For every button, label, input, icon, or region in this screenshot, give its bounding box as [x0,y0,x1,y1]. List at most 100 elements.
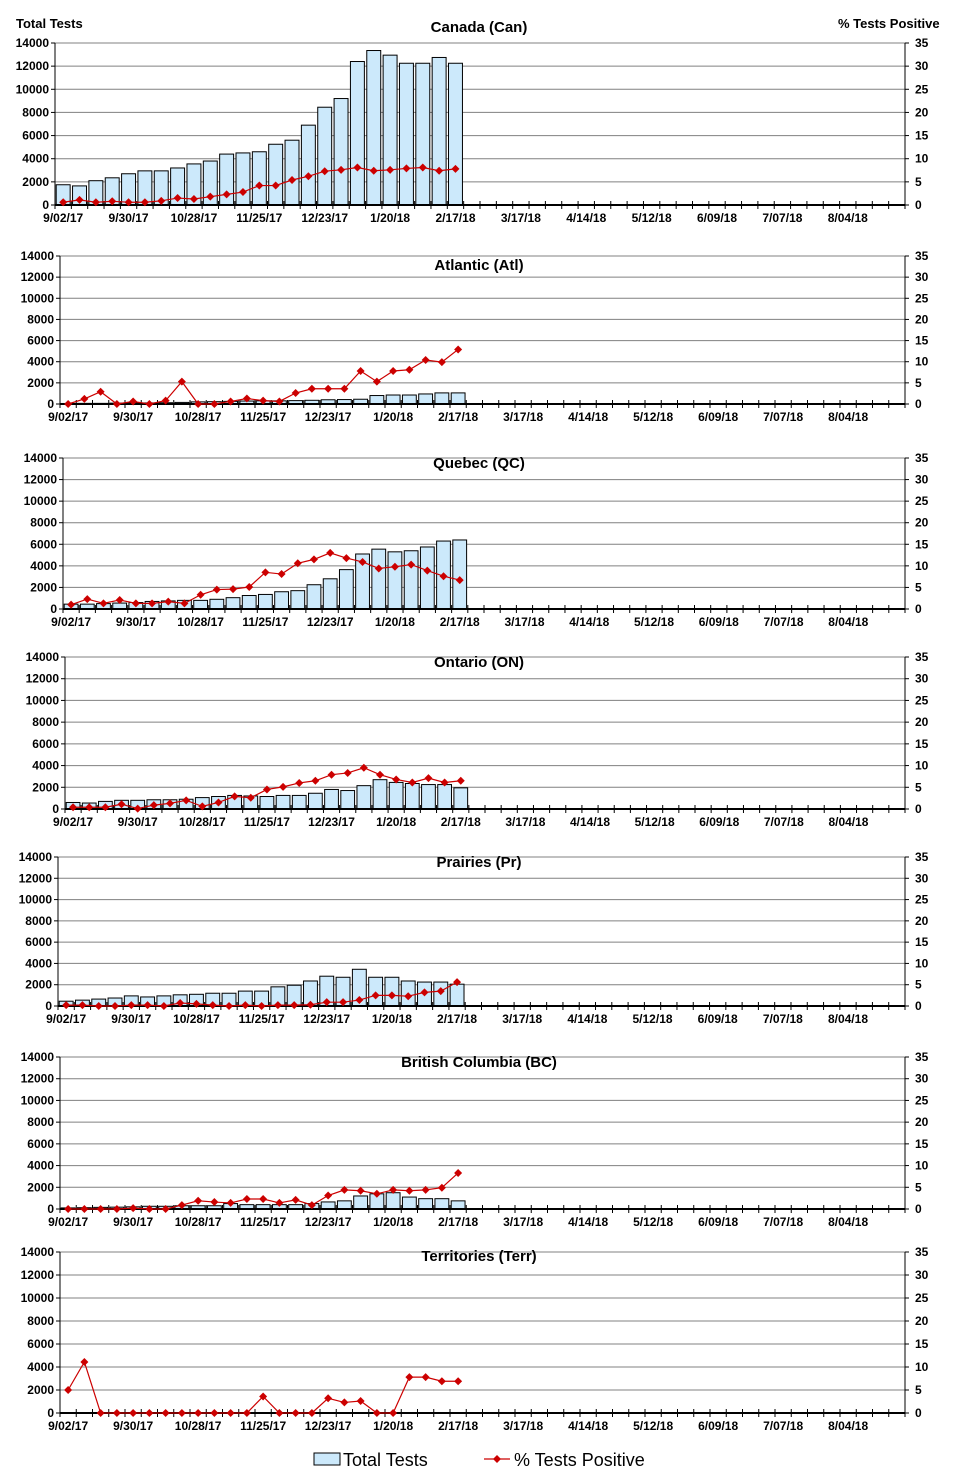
point-pct-positive [99,599,108,608]
x-tick-label: 5/12/18 [632,211,672,225]
point-pct-positive [358,557,367,566]
point-pct-positive [307,384,316,393]
point-pct-positive [194,1409,203,1417]
x-tick-label: 4/14/18 [566,211,606,225]
y-tick-label: 4000 [27,1159,54,1173]
point-pct-positive [408,778,417,787]
point-pct-positive [166,799,174,808]
x-tick-label: 5/12/18 [633,1012,673,1026]
point-pct-positive [279,782,288,791]
x-tick-label: 1/20/18 [375,615,415,629]
point-pct-positive [214,798,223,807]
y2-tick-label: 25 [915,291,929,305]
bar-total-tests [300,124,316,206]
bar-total-tests [259,796,275,810]
x-tick-label: 1/20/18 [373,1419,413,1433]
point-pct-positive [423,566,432,575]
x-tick-label: 12/23/17 [303,1012,350,1026]
bar-total-tests [258,593,273,610]
line-pct-positive [67,1360,459,1414]
point-pct-positive [421,356,430,365]
point-pct-positive [112,400,121,408]
point-pct-positive [307,1201,316,1210]
point-pct-positive [194,400,203,408]
point-pct-positive [392,775,401,784]
bar-total-tests [387,551,403,610]
x-tick-label: 9/30/17 [113,1419,153,1433]
point-pct-positive [340,1398,349,1407]
y2-tick-label: 20 [915,914,929,928]
point-pct-positive [439,572,448,581]
point-pct-positive [257,1002,266,1010]
x-tick-label: 10/28/17 [175,1419,222,1433]
point-pct-positive [189,194,198,203]
y-tick-label: 12000 [24,473,58,487]
bar-total-tests [235,152,251,206]
bar-total-tests [340,790,356,810]
point-pct-positive [226,1409,235,1417]
bar-total-tests [449,983,465,1007]
point-pct-positive [177,1201,186,1210]
bar-total-tests [284,139,300,206]
x-tick-label: 11/25/17 [240,1419,286,1433]
point-pct-positive [291,1409,300,1417]
point-pct-positive [327,770,336,779]
x-tick-label: 12/23/17 [301,211,348,225]
point-pct-positive [304,172,313,181]
point-pct-positive [288,176,297,185]
y2-tick-label: 5 [915,1383,922,1397]
point-pct-positive [273,1001,282,1010]
point-pct-positive [306,1000,315,1009]
bar-total-tests [349,61,365,206]
bar-total-tests [291,794,307,810]
legend-diamond-marker [493,1455,501,1463]
x-tick-label: 7/07/18 [764,815,804,829]
panel-title: Quebec (QC) [433,455,525,472]
point-pct-positive [129,1409,138,1417]
point-pct-positive [196,590,205,599]
bar-total-tests [193,599,209,610]
bar-total-tests [308,792,323,810]
x-tick-label: 1/20/18 [376,815,416,829]
point-pct-positive [295,778,304,787]
y2-tick-label: 0 [915,1406,922,1420]
x-tick-label: 7/07/18 [763,1215,803,1229]
y2-tick-label: 10 [915,759,929,773]
y2-tick-label: 0 [915,802,922,816]
bar-total-tests [225,597,241,610]
x-tick-label: 5/12/18 [633,1215,673,1229]
y2-tick-label: 0 [915,999,922,1013]
y2-tick-label: 35 [915,36,929,50]
y2-tick-label: 35 [915,650,929,664]
point-pct-positive [307,1409,316,1417]
x-tick-label: 7/07/18 [763,1419,803,1433]
y2-tick-label: 15 [915,334,929,348]
point-pct-positive [343,768,352,777]
y-tick-label: 2000 [22,175,49,189]
y-tick-label: 4000 [22,152,49,166]
point-pct-positive [261,568,270,577]
bar-total-tests [418,393,434,405]
point-pct-positive [275,397,284,406]
y-tick-label: 12000 [21,270,55,284]
x-tick-label: 4/14/18 [568,1419,608,1433]
point-pct-positive [229,585,238,594]
bar-total-tests [317,106,333,206]
panel-title: Ontario (ON) [434,654,524,671]
point-pct-positive [291,1195,300,1204]
bar-total-tests [274,591,289,610]
x-tick-label: 5/12/18 [635,815,675,829]
panel-title: Atlantic (Atl) [434,257,523,274]
point-pct-positive [198,802,207,811]
y2-tick-label: 20 [915,715,929,729]
point-pct-positive [259,1195,268,1204]
point-pct-positive [255,181,264,190]
point-pct-positive [371,991,380,1000]
x-tick-label: 12/23/17 [307,615,354,629]
y2-tick-label: 35 [915,850,929,864]
y2-tick-label: 30 [915,1268,929,1282]
point-pct-positive [389,1409,398,1417]
y-tick-label: 0 [47,397,54,411]
y2-tick-label: 5 [915,978,922,992]
bar-total-tests [437,784,452,810]
